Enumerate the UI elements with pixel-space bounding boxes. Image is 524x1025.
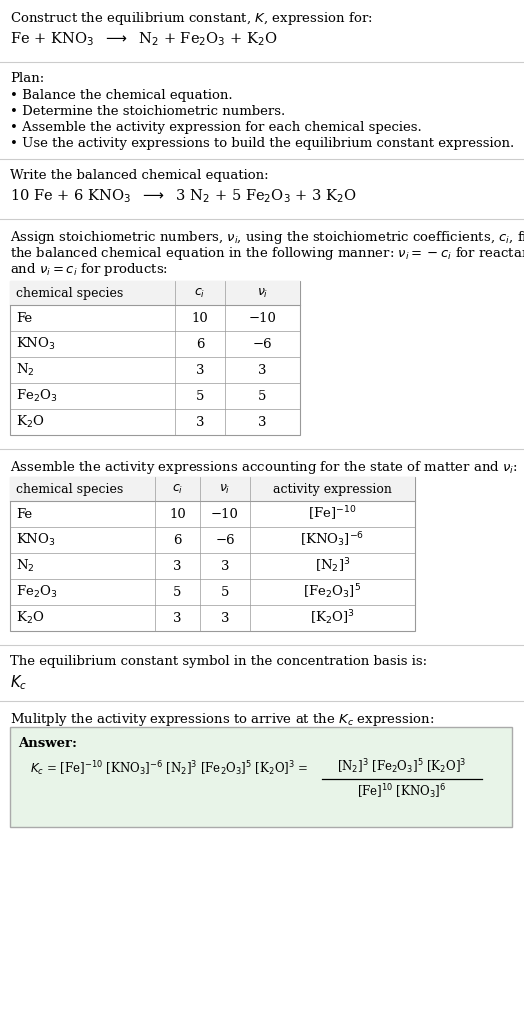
Text: [N$_2$]$^3$: [N$_2$]$^3$: [315, 557, 350, 575]
Text: The equilibrium constant symbol in the concentration basis is:: The equilibrium constant symbol in the c…: [10, 655, 427, 668]
Text: KNO$_3$: KNO$_3$: [16, 336, 56, 352]
Text: 3: 3: [221, 560, 230, 573]
Text: [N$_2$]$^3$ [Fe$_2$O$_3$]$^5$ [K$_2$O]$^3$: [N$_2$]$^3$ [Fe$_2$O$_3$]$^5$ [K$_2$O]$^…: [337, 757, 466, 776]
Text: 10: 10: [169, 507, 186, 521]
Bar: [10, 477, 415, 501]
Text: Answer:: Answer:: [18, 737, 77, 750]
Text: 10: 10: [192, 312, 209, 325]
Text: 3: 3: [221, 612, 230, 624]
Text: [Fe]$^{-10}$: [Fe]$^{-10}$: [308, 505, 357, 523]
Bar: [10, 281, 300, 305]
Text: Assign stoichiometric numbers, $\nu_i$, using the stoichiometric coefficients, $: Assign stoichiometric numbers, $\nu_i$, …: [10, 229, 524, 246]
Text: K$_2$O: K$_2$O: [16, 414, 45, 430]
Text: • Balance the chemical equation.: • Balance the chemical equation.: [10, 89, 233, 103]
Text: −10: −10: [211, 507, 239, 521]
Text: activity expression: activity expression: [273, 483, 392, 495]
Text: 6: 6: [173, 533, 182, 546]
Text: Fe$_2$O$_3$: Fe$_2$O$_3$: [16, 584, 58, 600]
Text: 5: 5: [221, 585, 229, 599]
Text: $K_c$ = [Fe]$^{-10}$ [KNO$_3$]$^{-6}$ [N$_2$]$^3$ [Fe$_2$O$_3$]$^5$ [K$_2$O]$^3$: $K_c$ = [Fe]$^{-10}$ [KNO$_3$]$^{-6}$ [N…: [30, 758, 308, 778]
Bar: [10, 727, 512, 827]
Text: the balanced chemical equation in the following manner: $\nu_i = -c_i$ for react: the balanced chemical equation in the fo…: [10, 245, 524, 262]
Text: • Determine the stoichiometric numbers.: • Determine the stoichiometric numbers.: [10, 105, 285, 118]
Text: KNO$_3$: KNO$_3$: [16, 532, 56, 548]
Text: K$_2$O: K$_2$O: [16, 610, 45, 626]
Text: Fe + KNO$_3$  $\longrightarrow$  N$_2$ + Fe$_2$O$_3$ + K$_2$O: Fe + KNO$_3$ $\longrightarrow$ N$_2$ + F…: [10, 30, 278, 48]
Text: Plan:: Plan:: [10, 72, 44, 85]
Text: Fe: Fe: [16, 312, 32, 325]
Text: $K_c$: $K_c$: [10, 673, 27, 692]
Text: 3: 3: [196, 364, 204, 376]
Text: 3: 3: [258, 415, 267, 428]
Text: 3: 3: [173, 612, 182, 624]
Text: $c_i$: $c_i$: [172, 483, 183, 495]
Text: 3: 3: [173, 560, 182, 573]
Bar: [10, 477, 415, 631]
Text: • Assemble the activity expression for each chemical species.: • Assemble the activity expression for e…: [10, 121, 422, 134]
Text: N$_2$: N$_2$: [16, 558, 35, 574]
Text: 6: 6: [196, 337, 204, 351]
Text: and $\nu_i = c_i$ for products:: and $\nu_i = c_i$ for products:: [10, 261, 168, 278]
Bar: [10, 281, 300, 435]
Text: [Fe$_2$O$_3$]$^5$: [Fe$_2$O$_3$]$^5$: [303, 582, 362, 602]
Text: N$_2$: N$_2$: [16, 362, 35, 378]
Text: 5: 5: [173, 585, 182, 599]
Text: chemical species: chemical species: [16, 287, 123, 299]
Text: 5: 5: [196, 390, 204, 403]
Text: 3: 3: [196, 415, 204, 428]
Text: [K$_2$O]$^3$: [K$_2$O]$^3$: [310, 609, 355, 627]
Text: Fe: Fe: [16, 507, 32, 521]
Text: [Fe]$^{10}$ [KNO$_3$]$^6$: [Fe]$^{10}$ [KNO$_3$]$^6$: [357, 782, 446, 801]
Text: chemical species: chemical species: [16, 483, 123, 495]
Text: $c_i$: $c_i$: [194, 286, 205, 299]
Text: $\nu_i$: $\nu_i$: [257, 286, 268, 299]
Text: −6: −6: [253, 337, 272, 351]
Text: −10: −10: [248, 312, 277, 325]
Text: $\nu_i$: $\nu_i$: [220, 483, 231, 495]
Text: • Use the activity expressions to build the equilibrium constant expression.: • Use the activity expressions to build …: [10, 137, 514, 150]
Text: 10 Fe + 6 KNO$_3$  $\longrightarrow$  3 N$_2$ + 5 Fe$_2$O$_3$ + 3 K$_2$O: 10 Fe + 6 KNO$_3$ $\longrightarrow$ 3 N$…: [10, 187, 357, 205]
Text: Construct the equilibrium constant, $K$, expression for:: Construct the equilibrium constant, $K$,…: [10, 10, 373, 27]
Text: Write the balanced chemical equation:: Write the balanced chemical equation:: [10, 169, 269, 182]
Text: [KNO$_3$]$^{-6}$: [KNO$_3$]$^{-6}$: [300, 531, 365, 549]
Text: Fe$_2$O$_3$: Fe$_2$O$_3$: [16, 387, 58, 404]
Text: Mulitply the activity expressions to arrive at the $K_c$ expression:: Mulitply the activity expressions to arr…: [10, 711, 434, 728]
Text: 3: 3: [258, 364, 267, 376]
Text: −6: −6: [215, 533, 235, 546]
Text: Assemble the activity expressions accounting for the state of matter and $\nu_i$: Assemble the activity expressions accoun…: [10, 459, 518, 476]
Text: 5: 5: [258, 390, 267, 403]
